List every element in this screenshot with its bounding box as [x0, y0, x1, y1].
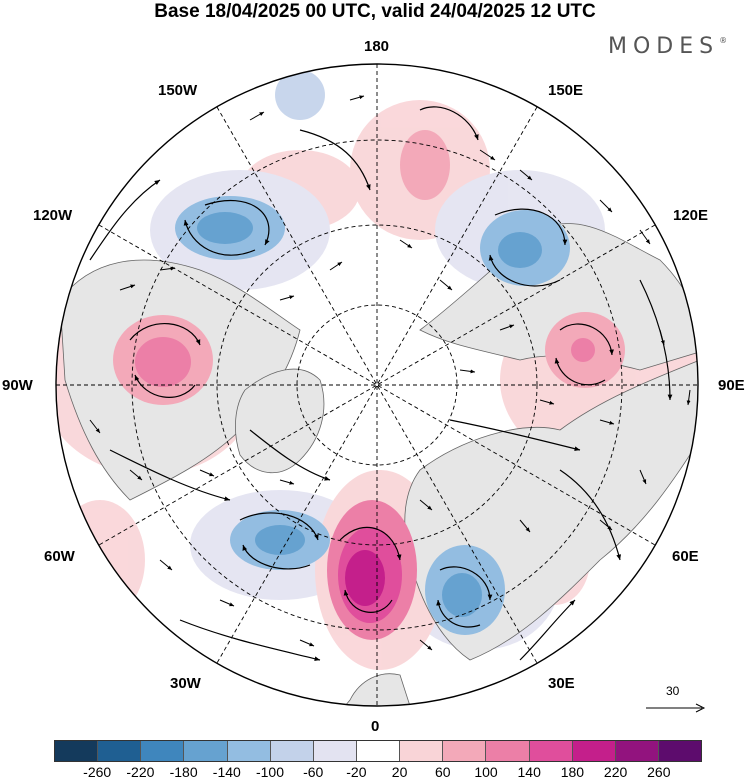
anomaly-pacific-low-inner	[197, 212, 253, 244]
colorbar-cell-0	[55, 741, 98, 761]
map-title: Base 18/04/2025 00 UTC, valid 24/04/2025…	[154, 1, 596, 22]
colorbar-tick-label: -180	[169, 764, 198, 780]
lon-label-90w: 90W	[2, 377, 33, 394]
colorbar-tick-label: -20	[346, 764, 367, 780]
colorbar-tick-label: 140	[517, 764, 541, 780]
anomaly-black-sea-low-inner	[442, 573, 482, 617]
colorbar-tick-label: -60	[303, 764, 324, 780]
lon-label-30e: 30E	[548, 675, 575, 692]
colorbar-cell-3	[183, 741, 227, 761]
colorbar-cell-5	[269, 741, 313, 761]
reference-vector-arrow	[646, 703, 706, 713]
anomaly-central-asia-high-inner	[571, 338, 595, 362]
brand-registered-mark: ®	[719, 36, 728, 45]
colorbar	[54, 740, 702, 762]
wind-vectors	[89, 95, 691, 651]
lon-label-150w: 150W	[158, 82, 198, 99]
lon-label-120e: 120E	[673, 207, 709, 224]
colorbar-cell-4	[226, 741, 270, 761]
colorbar-tick-label: 60	[435, 764, 451, 780]
brand-name: MODES	[608, 34, 720, 59]
land-africa-edge	[344, 673, 411, 706]
colorbar-cell-7	[355, 741, 400, 761]
colorbar-cell-12	[571, 741, 615, 761]
reference-vector-value: 30	[666, 684, 680, 698]
colorbar-tick-label: -220	[126, 764, 155, 780]
lon-label-60e: 60E	[672, 548, 699, 565]
streamlines	[89, 106, 673, 662]
colorbar-cell-10	[485, 741, 529, 761]
colorbar-cell-13	[614, 741, 658, 761]
lon-label-180: 180	[364, 38, 390, 55]
colorbar-tick-label: 260	[647, 764, 671, 780]
colorbar-cell-9	[442, 741, 486, 761]
colorbar-tick-label: -260	[83, 764, 112, 780]
polar-data-gap	[333, 323, 423, 413]
anomaly-cores	[113, 130, 625, 640]
anomaly-siberia-low-inner	[498, 232, 542, 268]
colorbar-cell-11	[528, 741, 572, 761]
colorbar-tick-label: 220	[603, 764, 628, 780]
lon-label-120w: 120W	[33, 207, 73, 224]
colorbar-cell-14	[657, 741, 702, 761]
map-frame	[55, 63, 699, 707]
lon-label-30w: 30W	[170, 675, 201, 692]
lon-label-60w: 60W	[44, 548, 75, 565]
lon-label-90e: 90E	[718, 377, 745, 394]
graticule	[56, 64, 698, 706]
colorbar-cell-8	[399, 741, 443, 761]
brand-logo: MODES®	[608, 34, 727, 59]
anomaly-europe-high-3	[345, 550, 385, 606]
colorbar-tick-label: 180	[560, 764, 585, 780]
anomaly-bering-high	[400, 130, 450, 200]
colorbar-cell-1	[97, 741, 141, 761]
lon-label-150e: 150E	[548, 82, 584, 99]
colorbar-tick-label: -100	[255, 764, 285, 780]
land-greenland	[235, 368, 325, 474]
anomaly-canada-high-inner	[135, 337, 191, 387]
colorbar-tick-label: 20	[391, 764, 408, 780]
colorbar-tick-label: 100	[474, 764, 498, 780]
colorbar-tick-label: -140	[212, 764, 241, 780]
anomaly-atlantic-low-inner	[255, 525, 305, 555]
colorbar-cell-6	[312, 741, 356, 761]
lon-label-0: 0	[371, 718, 380, 735]
colorbar-cell-2	[140, 741, 184, 761]
